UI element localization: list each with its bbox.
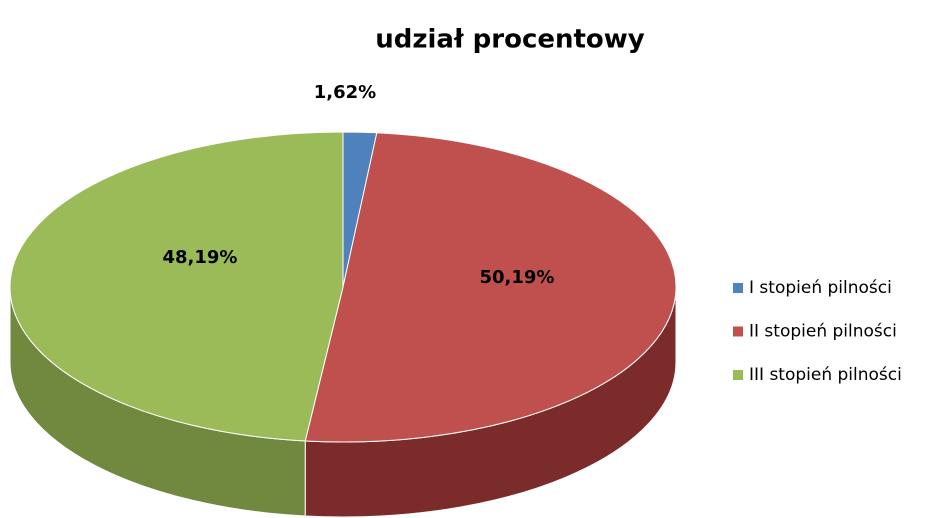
data-label: 50,19% xyxy=(480,267,555,288)
legend-label: II stopień pilności xyxy=(749,322,897,342)
data-label: 1,62% xyxy=(314,82,376,103)
legend-swatch xyxy=(733,326,743,337)
legend-swatch xyxy=(733,283,743,293)
pie-slice xyxy=(9,131,344,442)
legend-label: III stopień pilności xyxy=(749,365,902,385)
pie-slice xyxy=(304,132,677,443)
legend-swatch xyxy=(733,370,743,380)
chart-title: udział procentowy xyxy=(375,25,645,55)
data-labels: 1,62% 50,19% 48,19% xyxy=(163,82,555,288)
legend-label: I stopień pilności xyxy=(749,278,892,298)
legend: I stopień pilności II stopień pilności III… xyxy=(733,278,902,385)
pie-tops xyxy=(9,131,677,443)
data-label: 48,19% xyxy=(163,247,238,268)
